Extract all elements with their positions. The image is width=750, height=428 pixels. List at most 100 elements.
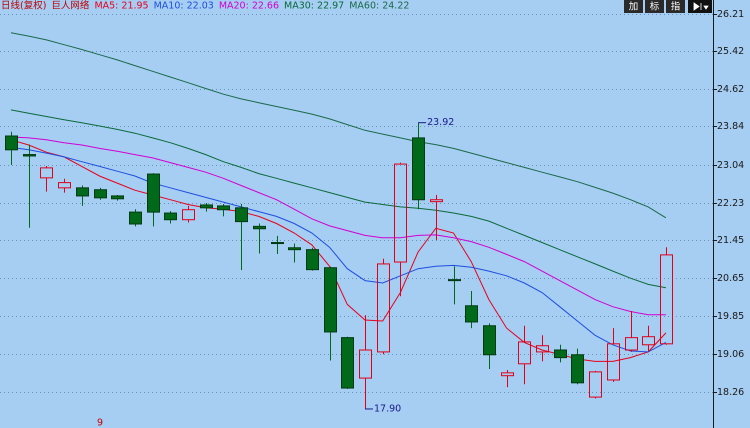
ma-line bbox=[10, 109, 666, 289]
candle-body bbox=[642, 336, 655, 346]
candle-body bbox=[412, 137, 425, 201]
ma-line bbox=[10, 32, 667, 219]
y-tick-label: 19.85 bbox=[717, 311, 744, 322]
candle bbox=[40, 165, 53, 192]
candle-body bbox=[271, 242, 284, 245]
ma-line bbox=[10, 146, 667, 353]
candle-body bbox=[660, 254, 673, 345]
y-tick-label: 22.23 bbox=[717, 198, 744, 209]
candle bbox=[660, 247, 673, 345]
candle bbox=[324, 266, 337, 361]
legend-entry: MA5: 21.95 bbox=[94, 1, 148, 12]
legend-entry: MA30: 22.97 bbox=[284, 1, 344, 12]
candle bbox=[501, 369, 514, 388]
candle-body bbox=[518, 341, 531, 365]
candle bbox=[625, 311, 638, 352]
candle bbox=[147, 173, 160, 227]
candle-body bbox=[377, 263, 390, 353]
header-text: 日线(复权) bbox=[1, 0, 46, 12]
candle bbox=[111, 194, 124, 201]
candle bbox=[465, 291, 478, 329]
candle bbox=[129, 209, 142, 227]
candle-body bbox=[40, 167, 53, 179]
candle bbox=[607, 328, 620, 382]
candle bbox=[359, 315, 372, 409]
candle-body bbox=[164, 212, 177, 221]
legend-entry: MA60: 24.22 bbox=[349, 1, 409, 12]
candle-body bbox=[288, 247, 301, 251]
candle-body bbox=[147, 173, 160, 213]
candle bbox=[642, 325, 655, 352]
candle-body bbox=[625, 337, 638, 351]
candle bbox=[253, 223, 266, 254]
candle-body bbox=[554, 349, 567, 359]
candle-body bbox=[5, 135, 18, 151]
candle-body bbox=[111, 195, 124, 200]
candle bbox=[5, 131, 18, 166]
candle bbox=[377, 258, 390, 355]
candle bbox=[306, 247, 319, 271]
candle-body bbox=[571, 354, 584, 384]
candle-body bbox=[589, 371, 602, 398]
toolbar-button-label: 指 bbox=[671, 1, 681, 13]
candle-body bbox=[607, 343, 620, 381]
toolbar-button[interactable] bbox=[666, 0, 685, 13]
candle-body bbox=[394, 163, 407, 263]
candle bbox=[94, 187, 107, 200]
candle-body bbox=[359, 349, 372, 379]
low-label: 17.90 bbox=[374, 403, 401, 414]
candle bbox=[412, 122, 425, 210]
candle bbox=[58, 178, 71, 193]
candle-body bbox=[235, 207, 248, 223]
candle-body bbox=[306, 249, 319, 271]
candle bbox=[200, 203, 213, 212]
candle bbox=[217, 204, 230, 217]
candle-body bbox=[430, 199, 443, 203]
menu-button[interactable] bbox=[688, 0, 712, 13]
high-label: 23.92 bbox=[427, 117, 454, 128]
y-tick-label: 25.42 bbox=[717, 46, 744, 57]
candle-body bbox=[94, 189, 107, 199]
y-tick-label: 18.26 bbox=[717, 387, 744, 398]
candle bbox=[589, 370, 602, 399]
candle bbox=[164, 211, 177, 224]
candle bbox=[23, 144, 36, 228]
candle-body bbox=[448, 279, 461, 282]
y-tick-label: 20.65 bbox=[717, 273, 744, 284]
candle-body bbox=[536, 345, 549, 353]
candle-body bbox=[483, 325, 496, 356]
header-text: 巨人网络 bbox=[51, 0, 90, 12]
y-tick-label: 23.04 bbox=[717, 160, 744, 171]
candle-body bbox=[501, 372, 514, 377]
candle bbox=[571, 348, 584, 385]
y-tick-label: 24.62 bbox=[717, 84, 744, 95]
toolbar-button-label: 加 bbox=[629, 2, 639, 13]
candle bbox=[448, 266, 461, 305]
toolbar-button[interactable] bbox=[624, 0, 643, 13]
candle-body bbox=[76, 187, 89, 197]
candle-body bbox=[200, 204, 213, 209]
legend-entry: MA20: 22.66 bbox=[219, 1, 279, 12]
candle-body bbox=[58, 182, 71, 189]
candle-body bbox=[182, 209, 195, 221]
candle bbox=[235, 204, 248, 271]
candle bbox=[483, 323, 496, 370]
footer-mark: 9 bbox=[97, 418, 103, 428]
y-tick-label: 23.84 bbox=[717, 121, 744, 132]
toolbar-button[interactable] bbox=[645, 0, 664, 13]
legend-entry: MA10: 22.03 bbox=[154, 1, 214, 12]
toolbar-button-label: 标 bbox=[650, 1, 660, 13]
candle bbox=[394, 162, 407, 297]
candle-body bbox=[217, 205, 230, 211]
ma-line bbox=[10, 136, 666, 316]
menu-icon bbox=[693, 2, 709, 11]
candle bbox=[271, 235, 284, 254]
candle-body bbox=[253, 225, 266, 230]
candle bbox=[288, 243, 301, 263]
candle bbox=[430, 194, 443, 241]
candle-body bbox=[341, 337, 354, 389]
candle-body bbox=[324, 267, 337, 333]
candle bbox=[182, 205, 195, 223]
